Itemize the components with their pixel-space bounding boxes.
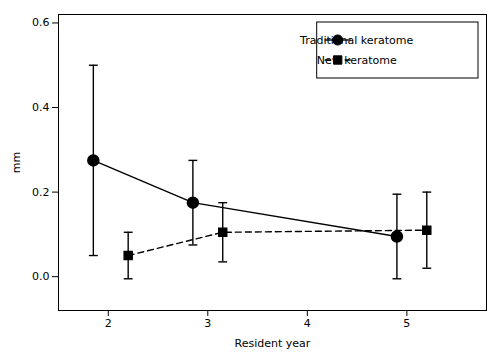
svg-text:0.2: 0.2 — [32, 186, 50, 199]
svg-text:2: 2 — [105, 317, 112, 330]
svg-text:5: 5 — [403, 317, 410, 330]
svg-text:4: 4 — [304, 317, 311, 330]
svg-text:Resident year: Resident year — [235, 337, 311, 350]
svg-text:mm: mm — [10, 152, 23, 173]
svg-text:Traditional keratome: Traditional keratome — [299, 34, 414, 47]
svg-text:0.4: 0.4 — [32, 101, 50, 114]
svg-text:New keratome: New keratome — [317, 54, 397, 67]
svg-text:3: 3 — [204, 317, 211, 330]
svg-text:0.6: 0.6 — [32, 16, 50, 29]
svg-text:0.0: 0.0 — [32, 270, 50, 283]
